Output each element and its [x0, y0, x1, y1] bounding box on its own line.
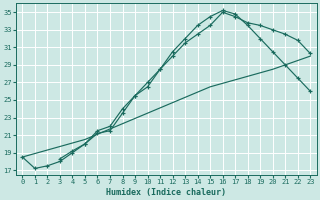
X-axis label: Humidex (Indice chaleur): Humidex (Indice chaleur): [106, 188, 226, 197]
